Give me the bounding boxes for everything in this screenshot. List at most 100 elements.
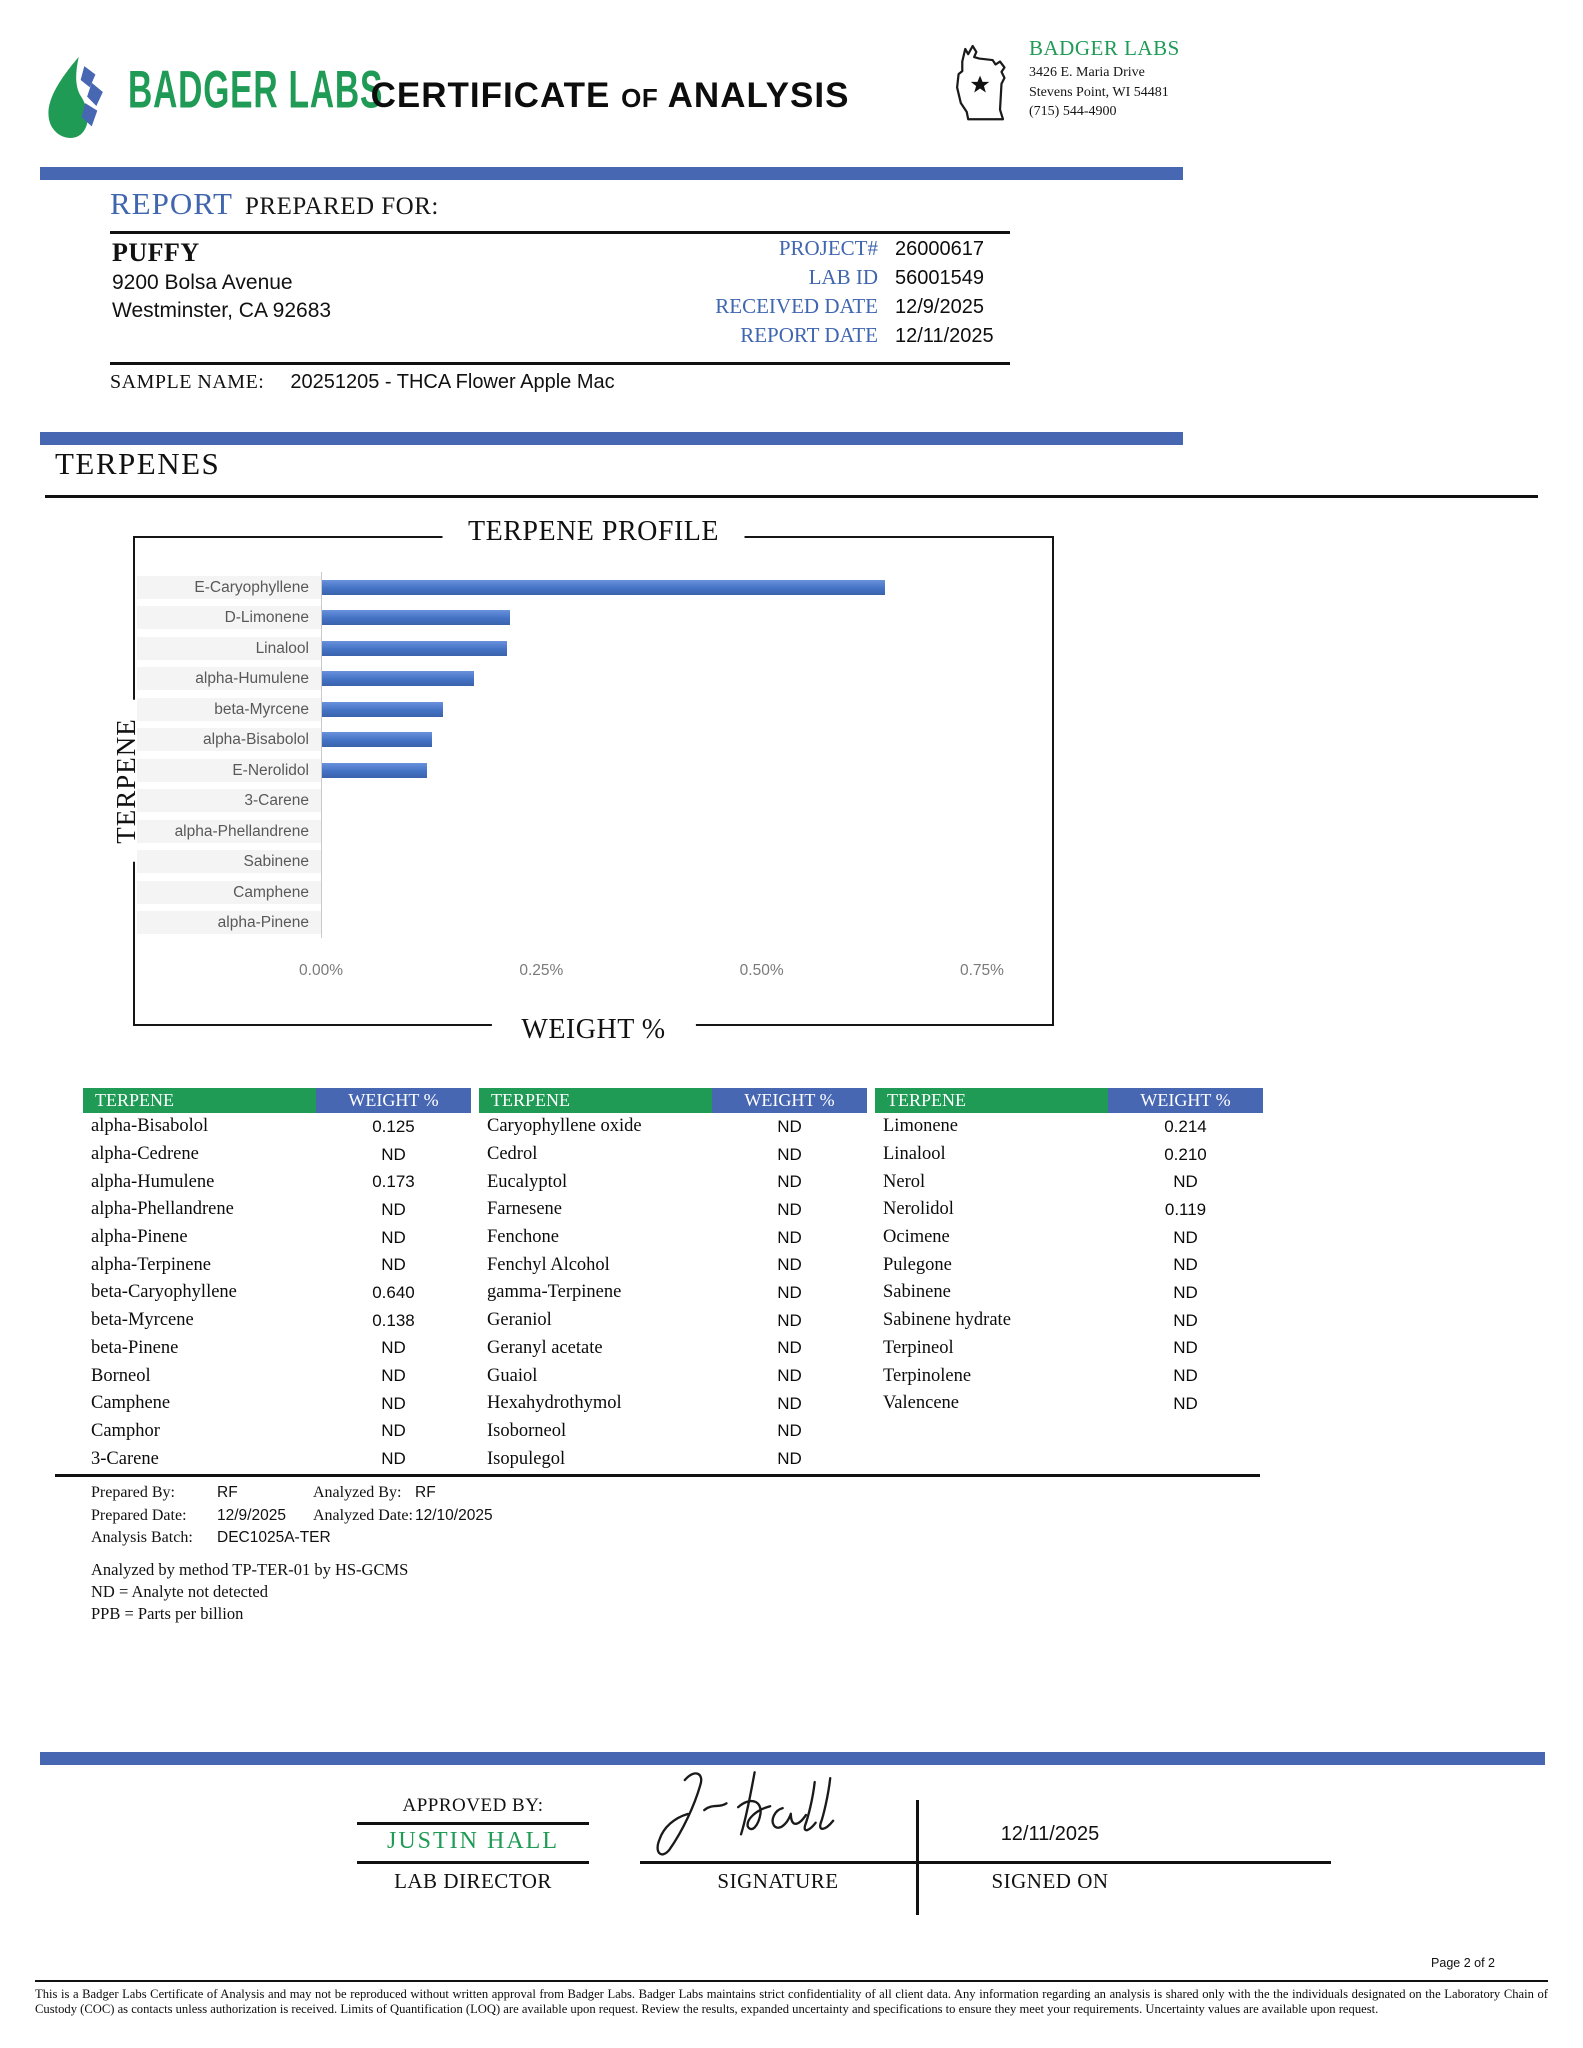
- approved-by-rule: [357, 1822, 589, 1825]
- terpene-name-cell: Terpinolene: [883, 1365, 972, 1386]
- chart-category-label: Camphene: [137, 880, 321, 904]
- weight-value-cell: 0.138: [372, 1310, 415, 1330]
- wisconsin-map-icon: [955, 44, 1006, 121]
- chart-track: [321, 694, 1038, 725]
- x-axis-tick-label: 0.25%: [519, 962, 564, 979]
- table-row: Nerolidol 0.119: [875, 1196, 1263, 1224]
- terpene-name-cell: Limonene: [883, 1116, 959, 1137]
- chart-track: [321, 877, 1038, 908]
- note-value: DEC1025A-TER: [217, 1529, 331, 1546]
- note-value: 12/10/2025: [415, 1506, 493, 1524]
- page-title: CERTIFICATE of ANALYSIS: [330, 76, 890, 116]
- report-section-heading: REPORT PREPARED FOR:: [110, 186, 439, 222]
- terpene-name-cell: alpha-Terpinene: [91, 1254, 211, 1275]
- chart-category-label: D-Limonene: [137, 606, 321, 630]
- divider-bar-bottom: [40, 1752, 1545, 1765]
- terpene-name-cell: Nerol: [883, 1171, 926, 1192]
- weight-value-cell: ND: [1173, 1310, 1198, 1330]
- sample-name-value: 20251205 - THCA Flower Apple Mac: [290, 371, 615, 393]
- weight-value-cell: ND: [381, 1199, 406, 1219]
- lab-phone: (715) 544-4900: [1029, 104, 1117, 120]
- terpene-name-cell: 3-Carene: [91, 1448, 159, 1469]
- chart-track: [321, 633, 1038, 664]
- chart-row: Camphene: [137, 877, 1038, 908]
- chart-category-label: alpha-Humulene: [137, 667, 321, 691]
- terpene-name-cell: Terpineol: [883, 1337, 954, 1358]
- title-analysis: ANALYSIS: [667, 76, 850, 115]
- divider-bar-middle: [40, 432, 1183, 445]
- terpene-name-cell: Sabinene: [883, 1282, 951, 1303]
- terpene-name-cell: Geraniol: [487, 1310, 552, 1331]
- chart-track: [321, 785, 1038, 816]
- client-address-line2: Westminster, CA 92683: [112, 299, 332, 322]
- field-label: RECEIVED DATE: [715, 294, 878, 318]
- chart-track: [321, 816, 1038, 847]
- signed-on-date: 12/11/2025: [1000, 1823, 1100, 1845]
- weight-value-cell: ND: [777, 1227, 802, 1247]
- client-address-line1: 9200 Bolsa Avenue: [112, 271, 293, 294]
- table-row: Sabinene hydrate ND: [875, 1307, 1263, 1335]
- table-row: alpha-Pinene ND: [83, 1224, 471, 1252]
- weight-value-cell: ND: [777, 1116, 802, 1136]
- table-row: alpha-Bisabolol 0.125: [83, 1113, 471, 1141]
- table-row: beta-Myrcene 0.138: [83, 1307, 471, 1335]
- analysis-notes-lines: Analyzed by method TP-TER-01 by HS-GCMS N…: [91, 1559, 493, 1625]
- client-name: PUFFY: [112, 238, 200, 267]
- weight-value-cell: ND: [777, 1449, 802, 1469]
- chart-title: TERPENE PROFILE: [442, 516, 745, 548]
- terpene-table-group: TERPENE WEIGHT % alpha-Bisabolol 0.125 alpha…: [83, 1088, 471, 1473]
- chart-category-label: alpha-Phellandrene: [137, 819, 321, 843]
- table-row: Fenchyl Alcohol ND: [479, 1251, 867, 1279]
- chart-category-label: E-Caryophyllene: [137, 575, 321, 599]
- heading-rule: [110, 231, 1010, 234]
- chart-category-label: E-Nerolidol: [137, 758, 321, 782]
- terpene-name-cell: alpha-Bisabolol: [91, 1116, 209, 1137]
- chart-row: E-Nerolidol: [137, 755, 1038, 786]
- lab-address-line2: Stevens Point, WI 54481: [1029, 84, 1169, 100]
- chart-track: [321, 907, 1038, 938]
- table-row: Terpinolene ND: [875, 1362, 1263, 1390]
- note-line: Analyzed by method TP-TER-01 by HS-GCMS: [91, 1559, 409, 1579]
- x-axis-tick-label: 0.75%: [959, 962, 1004, 979]
- table-row: Limonene 0.214: [875, 1113, 1263, 1141]
- sample-rule: [110, 362, 1010, 365]
- approval-divider: [916, 1800, 919, 1915]
- chart-row: D-Limonene: [137, 602, 1038, 633]
- table-row: Borneol ND: [83, 1362, 471, 1390]
- terpene-name-cell: Eucalyptol: [487, 1171, 568, 1192]
- weight-value-cell: ND: [381, 1227, 406, 1247]
- x-axis-tick-label: 0.00%: [299, 962, 343, 979]
- lab-name: BADGER LABS: [1029, 36, 1180, 60]
- note-label: Prepared Date:: [91, 1506, 187, 1524]
- note-label: Analysis Batch:: [91, 1529, 193, 1546]
- weight-value-cell: ND: [1173, 1227, 1198, 1247]
- chart-track: [321, 724, 1038, 755]
- chart-category-label: Sabinene: [137, 850, 321, 874]
- weight-value-cell: ND: [381, 1338, 406, 1358]
- terpene-name-cell: Fenchone: [487, 1227, 559, 1248]
- table-row: Eucalyptol ND: [479, 1168, 867, 1196]
- lab-address-block: BADGER LABS 3426 E. Maria Drive Stevens …: [946, 36, 1180, 130]
- signature-rule: [640, 1861, 916, 1864]
- terpene-name-cell: beta-Caryophyllene: [91, 1282, 237, 1303]
- chart-row: alpha-Pinene: [137, 907, 1038, 938]
- chart-category-label: alpha-Pinene: [137, 911, 321, 935]
- terpene-name-cell: Camphor: [91, 1420, 160, 1441]
- title-certificate: CERTIFICATE: [370, 76, 611, 115]
- field-label: PROJECT#: [778, 236, 878, 260]
- report-field: LAB ID 56001549: [598, 265, 1012, 294]
- terpene-name-cell: Farnesene: [487, 1199, 562, 1220]
- chart-row: Sabinene: [137, 846, 1038, 877]
- terpene-name-cell: Valencene: [883, 1393, 960, 1414]
- weight-value-cell: 0.119: [1164, 1199, 1207, 1219]
- weight-value-cell: ND: [777, 1144, 802, 1164]
- table-row: Terpineol ND: [875, 1335, 1263, 1363]
- report-field: REPORT DATE 12/11/2025: [598, 323, 1012, 352]
- terpene-name-cell: Borneol: [91, 1365, 151, 1386]
- note-line: PPB = Parts per billion: [91, 1603, 244, 1623]
- weight-value-cell: ND: [777, 1282, 802, 1302]
- weight-value-cell: ND: [381, 1449, 406, 1469]
- section-underline: [45, 495, 1538, 498]
- note-label: Analyzed By:: [313, 1484, 402, 1501]
- name-rule: [357, 1861, 589, 1864]
